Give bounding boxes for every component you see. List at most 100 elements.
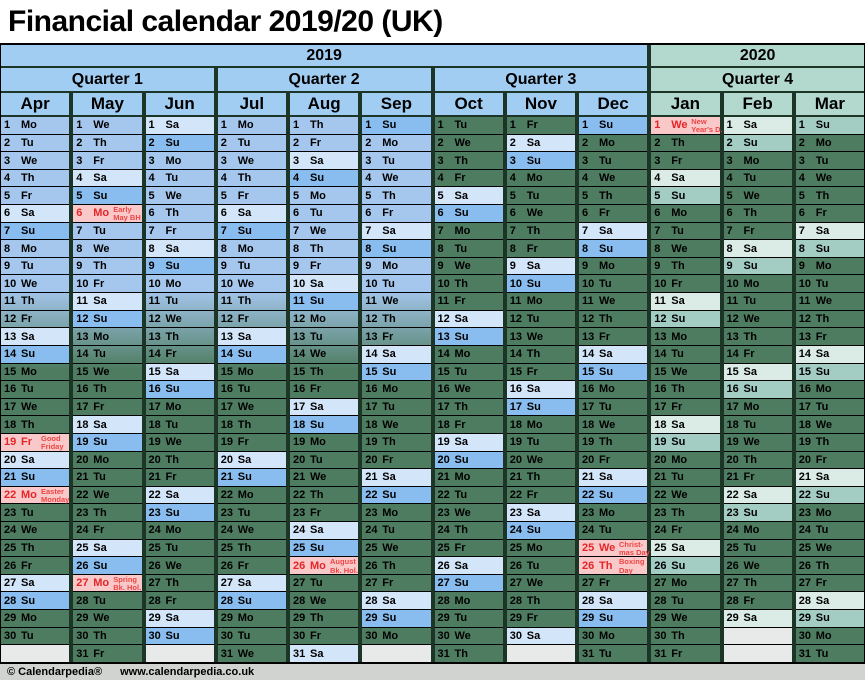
day-number: 13 xyxy=(76,330,89,343)
day-cell: 4 Sa xyxy=(651,169,720,188)
day-cell: 13 Su xyxy=(434,328,503,346)
day-number: 28 xyxy=(726,594,739,607)
day-number: 30 xyxy=(220,629,233,642)
day-cell: 13 Sa xyxy=(217,328,286,346)
weekday-abbr: We xyxy=(671,489,688,502)
day-number: 4 xyxy=(148,172,155,185)
day-number: 31 xyxy=(293,647,306,660)
day-cell: 26 Th xyxy=(362,557,431,575)
day-number: 5 xyxy=(148,189,155,202)
weekday-abbr: Fr xyxy=(310,506,321,519)
day-cell: 4 Th xyxy=(1,170,70,188)
weekday-abbr: We xyxy=(599,541,616,554)
day-cell: 27 Fr xyxy=(362,575,431,593)
weekday-abbr: Fr xyxy=(237,189,249,202)
day-number: 30 xyxy=(437,629,450,642)
day-number: 20 xyxy=(437,453,450,466)
day-number: 9 xyxy=(220,260,227,273)
weekday-abbr: Sa xyxy=(165,489,179,502)
weekday-abbr: Sa xyxy=(165,365,179,378)
weekday-abbr: Mo xyxy=(743,277,760,290)
holiday-cell: 27 Mo Spring Bk. Hol. xyxy=(73,574,142,593)
day-cell: 23 Mo xyxy=(579,504,648,523)
day-number: 27 xyxy=(4,577,17,590)
weekday-abbr: Su xyxy=(237,224,252,237)
day-cell: 21 Sa xyxy=(795,469,864,487)
day-cell: 7 Su xyxy=(1,222,70,241)
day-cell: 31 Fr xyxy=(73,645,141,662)
day-number: 8 xyxy=(437,242,444,255)
day-cell: 12 We xyxy=(723,311,792,329)
weekday-abbr: We xyxy=(237,524,255,537)
weekday-abbr: Mo xyxy=(93,577,110,590)
weekday-abbr: Tu xyxy=(526,189,540,202)
day-cell: 26 Fr xyxy=(1,557,70,575)
weekday-abbr: Sa xyxy=(310,524,324,537)
day-number: 31 xyxy=(220,647,233,660)
day-number: 23 xyxy=(798,506,811,519)
day-number: 5 xyxy=(798,189,805,202)
day-number: 3 xyxy=(798,154,805,167)
day-cell: 8 Su xyxy=(579,240,648,258)
weekday-abbr: Su xyxy=(454,453,469,466)
day-cell: 2 We xyxy=(434,135,503,153)
day-cell: 2 Mo xyxy=(362,135,431,153)
day-cell: 7 Fr xyxy=(723,223,792,241)
day-number: 24 xyxy=(437,524,450,537)
day-number: 6 xyxy=(726,207,733,220)
weekday-abbr: Su xyxy=(382,119,397,132)
day-cell: 30 Th xyxy=(651,628,720,646)
day-cell: 11 We xyxy=(795,293,864,311)
day-cell: 30 Th xyxy=(73,628,142,646)
weekday-abbr: Th xyxy=(237,418,252,431)
footer-link[interactable]: www.calendarpedia.co.uk xyxy=(120,666,255,678)
day-cell: 3 We xyxy=(1,152,70,170)
day-number: 18 xyxy=(148,418,161,431)
weekday-abbr: Su xyxy=(165,506,180,519)
day-cell: 13 We xyxy=(506,328,575,346)
weekday-abbr: Th xyxy=(599,436,613,449)
weekday-abbr: Tu xyxy=(165,172,179,185)
day-number: 24 xyxy=(582,524,595,537)
empty-cell xyxy=(723,645,792,662)
day-number: 1 xyxy=(148,119,155,132)
weekday-abbr: We xyxy=(815,172,833,185)
day-cell: 4 Sa xyxy=(73,169,142,188)
day-number: 17 xyxy=(582,401,595,414)
day-cell: 13 Th xyxy=(145,328,214,346)
weekday-abbr: Fr xyxy=(237,559,249,572)
holiday-cell: 25 We Christ-mas Day xyxy=(579,539,650,558)
weekday-abbr: We xyxy=(93,365,110,378)
day-number: 10 xyxy=(293,277,306,290)
day-number: 19 xyxy=(798,436,811,449)
day-cell: 22 Su xyxy=(579,486,648,505)
day-cell: 1 Sa xyxy=(145,117,214,135)
weekday-abbr: Sa xyxy=(743,489,757,502)
day-cell: 14 Sa xyxy=(362,345,431,364)
day-number: 22 xyxy=(798,489,811,502)
month-column-aug: 1 Th 2 Fr 3 Sa 4 Su 5 Mo 6 Tu 7 We 8 Th 9 Fr 10 Sa 11 Su 12 Mo 1… xyxy=(290,117,359,662)
day-number: 5 xyxy=(365,189,372,202)
weekday-abbr: Tu xyxy=(165,541,179,554)
day-number: 9 xyxy=(798,260,805,273)
day-cell: 22 Fr xyxy=(506,487,575,505)
day-number: 27 xyxy=(798,577,811,590)
weekday-abbr: Mo xyxy=(599,260,615,273)
weekday-abbr: Mo xyxy=(815,506,832,519)
day-cell: 6 Sa xyxy=(217,205,286,223)
quarter-header-q3: Quarter 3 xyxy=(434,68,648,91)
day-number: 28 xyxy=(220,594,233,607)
day-cell: 8 Mo xyxy=(1,240,70,258)
weekday-abbr: Mo xyxy=(599,383,615,396)
day-number: 4 xyxy=(220,172,227,185)
day-cell: 25 Mo xyxy=(506,540,575,558)
weekday-abbr: Su xyxy=(671,559,686,572)
day-cell: 8 Sa xyxy=(145,240,214,258)
day-number: 10 xyxy=(509,277,522,290)
day-cell: 3 We xyxy=(217,152,286,170)
day-number: 30 xyxy=(365,629,378,642)
day-number: 10 xyxy=(654,277,667,290)
day-number: 16 xyxy=(148,383,161,396)
day-cell: 6 We xyxy=(506,205,575,223)
weekday-abbr: Su xyxy=(93,559,108,572)
